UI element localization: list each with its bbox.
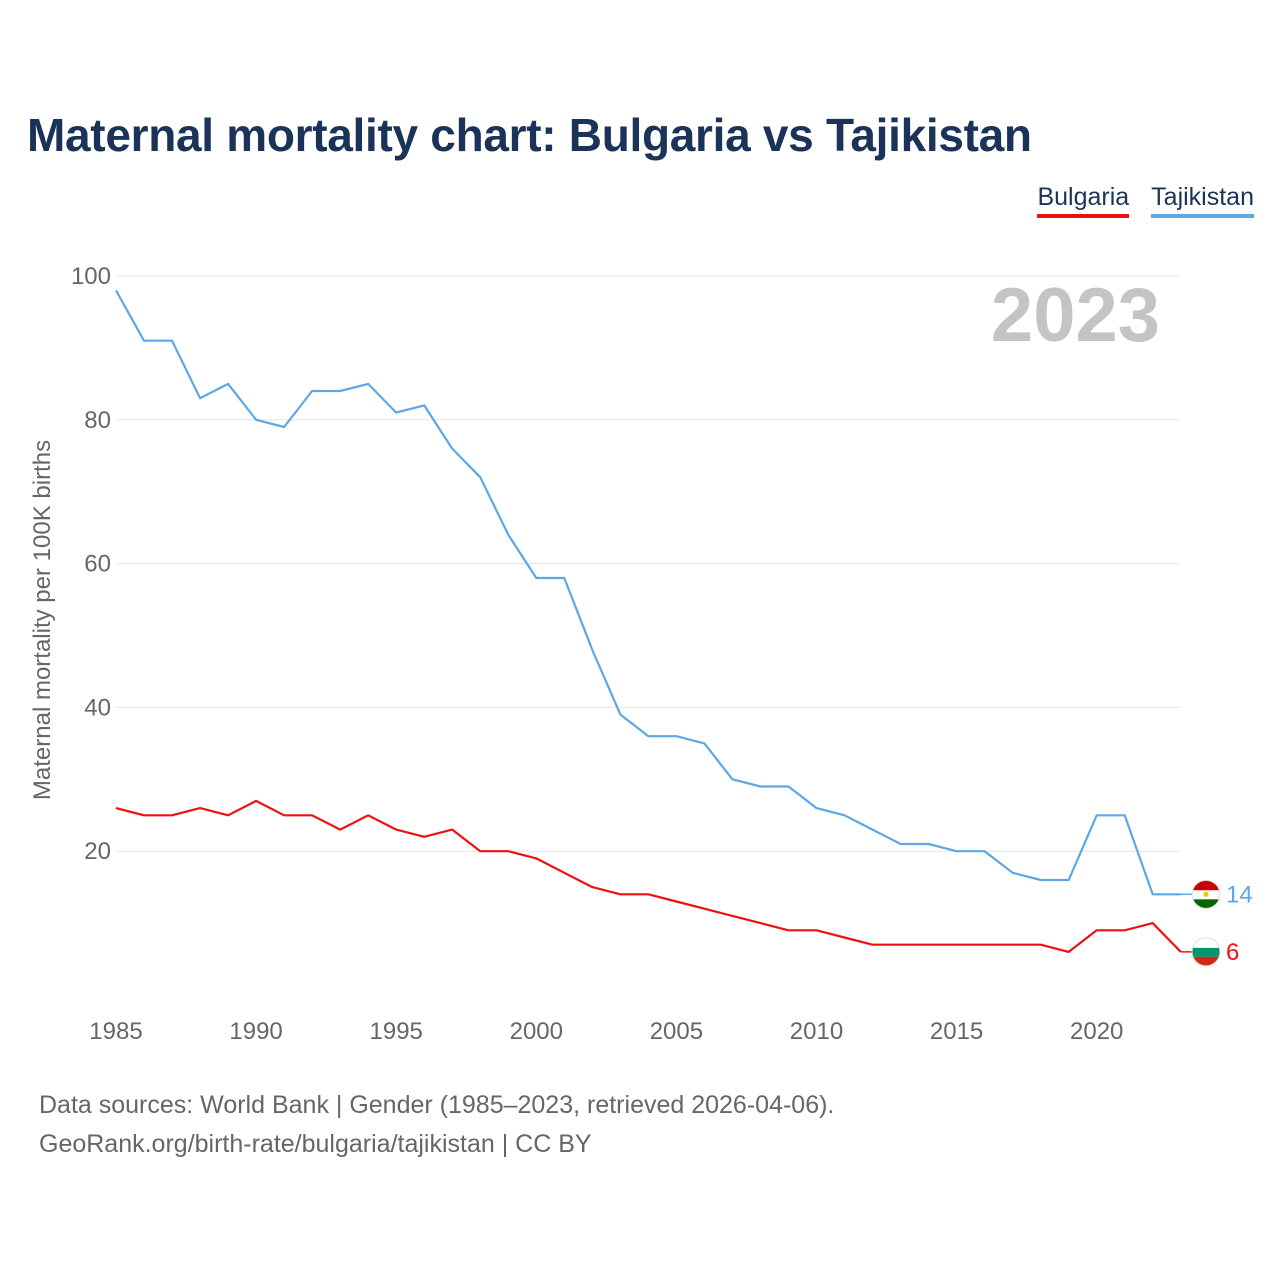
series-line-bulgaria[interactable] <box>115 799 1182 954</box>
end-markers: 6 14 <box>1180 879 1253 967</box>
source-line-data: Data sources: World Bank | Gender (1985–… <box>39 1091 835 1119</box>
x-tick-label: 2010 <box>790 1018 843 1045</box>
y-axis-ticks: 20 40 60 80 100 <box>71 263 111 865</box>
year-watermark: 2023 <box>991 273 1160 358</box>
series-line-tajikistan[interactable] <box>115 289 1181 896</box>
end-value-label-bulgaria: 6 <box>1226 939 1239 966</box>
x-tick-label: 1985 <box>89 1018 142 1045</box>
y-tick-label: 40 <box>84 694 111 721</box>
x-tick-label: 2015 <box>930 1018 983 1045</box>
end-value-label-tajikistan: 14 <box>1226 881 1253 908</box>
x-tick-label: 2020 <box>1070 1018 1123 1045</box>
y-axis-label: Maternal mortality per 100K births <box>29 440 56 800</box>
line-chart: 20 40 60 80 100 1985 1990 1995 2000 2005 2010 2015… <box>29 263 1253 1045</box>
source-line-site: GeoRank.org/birth-rate/bulgaria/tajikist… <box>39 1130 592 1158</box>
series-group <box>115 289 1182 954</box>
y-tick-label: 60 <box>84 551 111 578</box>
y-tick-label: 80 <box>84 407 111 434</box>
flag-bulgaria-icon <box>1191 937 1221 967</box>
x-tick-label: 2000 <box>510 1018 563 1045</box>
legend-item-tajikistan[interactable]: Tajikistan <box>1151 183 1254 218</box>
flag-tajikistan-icon <box>1191 879 1221 909</box>
page-title: Maternal mortality chart: Bulgaria vs Ta… <box>27 109 1032 161</box>
y-tick-label: 20 <box>84 838 111 865</box>
x-tick-label: 2005 <box>650 1018 703 1045</box>
legend: Bulgaria Tajikistan <box>1037 183 1254 218</box>
x-axis-ticks: 1985 1990 1995 2000 2005 2010 2015 2020 <box>89 1018 1123 1045</box>
x-tick-label: 1995 <box>370 1018 423 1045</box>
source-note: Data sources: World Bank | Gender (1985–… <box>39 1086 834 1164</box>
x-tick-label: 1990 <box>229 1018 282 1045</box>
y-tick-label: 100 <box>71 263 111 290</box>
grid-lines <box>116 275 1180 852</box>
legend-item-bulgaria[interactable]: Bulgaria <box>1037 183 1130 218</box>
